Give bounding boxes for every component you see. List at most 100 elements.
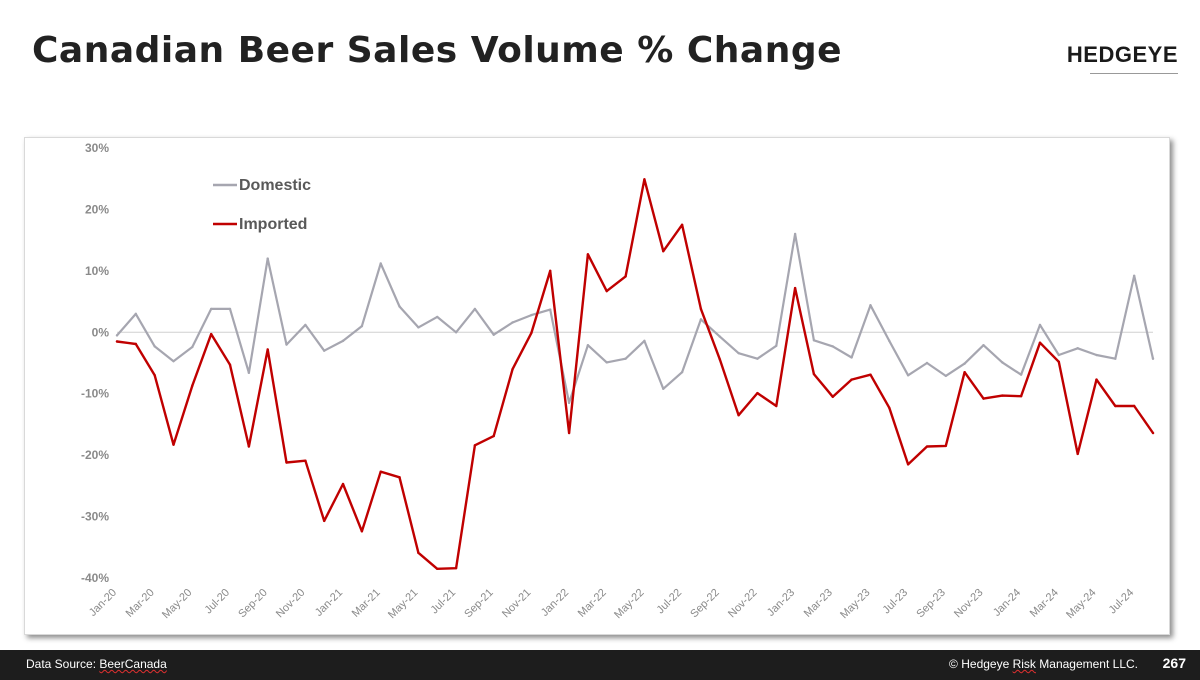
imported-data-point [605,289,608,293]
domestic-data-point [718,335,721,338]
imported-data-point [982,397,985,400]
y-tick-label: -10% [81,387,109,401]
legend-label-imported: Imported [239,216,307,233]
domestic-data-point [1151,357,1155,360]
imported-data-point [1001,394,1004,397]
domestic-data-point [850,356,853,359]
domestic-data-point [549,308,552,311]
x-tick-label: May-20 [160,587,194,621]
domestic-data-point [153,345,156,348]
chart-container: 30% 20% 10% 0% -10% -20% -30% -40% Jan-20 Mar-20 M… [24,137,1170,635]
domestic-data-point [1038,323,1042,327]
imported-data-point [360,530,364,533]
imported-data-point [831,395,834,398]
imported-data-point [266,348,269,351]
imported-data-point [662,250,665,253]
imported-data-point [172,443,175,446]
domestic-data-point [436,315,439,319]
line-chart: 30%20%10%0%-10%-20%-30%-40%Jan-20 Mar-20 M… [81,141,1155,621]
imported-data-point [511,367,514,371]
imported-data-point [1057,360,1061,363]
imported-data-point [134,342,138,346]
domestic-data-point [191,345,194,349]
y-tick-label: 10% [85,264,109,278]
imported-data-point [1132,404,1136,408]
domestic-data-point [1001,361,1004,364]
y-tick-label: -30% [81,510,109,524]
x-tick-label: Nov-23 [952,587,986,621]
imported-data-point [925,445,929,448]
domestic-data-point [680,371,684,374]
domestic-data-point [963,362,966,365]
brand-logo: HEDGEYE [1066,42,1178,67]
imported-data-point [341,482,345,486]
x-tick-label: May-22 [612,587,646,621]
domestic-data-point [586,343,590,347]
domestic-data-point [492,333,495,336]
domestic-data-point [473,307,477,311]
imported-data-point [888,406,891,410]
page-title: Canadian Beer Sales Volume % Change [32,30,843,71]
y-tick-label: 30% [85,141,109,155]
copyright-suffix: Management LLC. [1035,657,1138,671]
x-tick-label: Jan-20 [87,587,119,619]
domestic-data-point [567,401,571,405]
imported-data-point [586,253,590,256]
domestic-data-point [530,313,533,317]
imported-data-point [567,431,571,435]
domestic-data-point [1095,353,1098,357]
x-tick-label: Mar-21 [350,587,383,620]
imported-data-point [944,444,947,448]
imported-data-point [793,286,797,290]
domestic-data-point [115,334,119,337]
x-tick-label: Jul-21 [428,587,458,617]
data-source: Data Source: BeerCanada [26,657,167,671]
domestic-data-point [511,321,514,324]
x-tick-label: Mar-20 [124,587,157,620]
domestic-data-point [228,307,232,311]
imported-data-point [228,363,232,367]
imported-data-point [699,307,703,311]
imported-data-point [530,331,533,335]
imported-data-point [379,470,382,473]
x-tick-label: Jul-23 [881,587,911,617]
domestic-data-point [888,339,891,343]
domestic-data-point [172,359,175,363]
imported-data-point [191,384,194,387]
domestic-data-point [699,318,703,321]
imported-data-point [304,459,307,462]
domestic-data-point [906,374,910,377]
domestic-data-point [643,339,646,343]
x-tick-label: Jan-23 [765,587,797,619]
domestic-data-point [775,344,778,347]
x-tick-label: Mar-23 [802,587,835,620]
x-tick-label: Sep-22 [688,587,722,621]
imported-data-point [775,404,778,408]
page-number: 267 [1162,655,1186,671]
x-tick-label: Jan-24 [991,587,1023,619]
imported-data-point [718,358,721,361]
domestic-data-point [662,387,665,390]
imported-data-point [247,445,251,448]
imported-data-point [963,371,966,374]
x-tick-label: Sep-21 [462,587,496,621]
imported-data-point [417,551,420,555]
domestic-data-point [831,345,834,348]
domestic-data-point [285,343,288,346]
domestic-data-point [209,307,213,311]
domestic-data-point [398,305,401,308]
y-tick-label: 20% [85,202,109,216]
y-tick-label: -40% [81,571,109,585]
chart-series [115,178,1155,570]
domestic-series-line [115,232,1155,404]
imported-data-point [454,566,458,570]
x-tick-label: Sep-20 [236,587,270,621]
x-tick-label: May-21 [386,587,420,621]
domestic-data-point [925,361,929,365]
domestic-data-point [134,312,138,316]
domestic-data-point [1114,357,1117,360]
copyright-notice: © Hedgeye Risk Management LLC. [949,657,1138,671]
x-tick-label: Jan-22 [539,587,571,619]
imported-data-point [323,519,326,523]
legend-label-domestic: Domestic [239,177,311,194]
